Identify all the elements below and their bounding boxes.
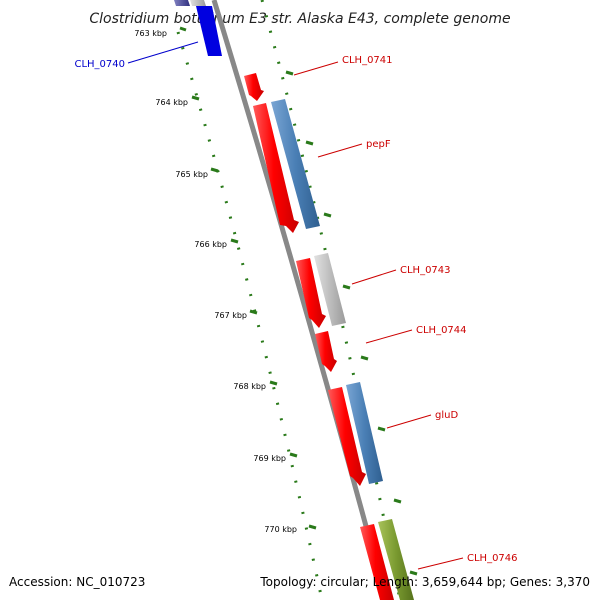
gene-label-clh0741[interactable]: CLH_0741 bbox=[342, 55, 393, 66]
tick-label-766: 766 kbp bbox=[194, 240, 227, 249]
leader-clh0741 bbox=[293, 61, 339, 76]
leader-clh0744 bbox=[365, 329, 413, 344]
map-title: Clostridium botulinum E3 str. Alaska E43… bbox=[89, 11, 510, 27]
gene-label-clh0746[interactable]: CLH_0746 bbox=[467, 553, 518, 564]
tick-label-764: 764 kbp bbox=[155, 98, 188, 107]
gene-clh0743-feature[interactable] bbox=[296, 258, 326, 328]
tick-label-765: 765 kbp bbox=[175, 170, 208, 179]
leader-pepf bbox=[317, 143, 363, 158]
leader-clh0743 bbox=[351, 269, 397, 285]
tick-label-770: 770 kbp bbox=[264, 525, 297, 534]
feature-top-gray[interactable] bbox=[190, 0, 206, 6]
leader-glud bbox=[386, 414, 432, 429]
gene-label-clh0740[interactable]: CLH_0740 bbox=[74, 59, 125, 70]
feature-pepf-blue[interactable] bbox=[271, 99, 320, 229]
feature-top-darkblue[interactable] bbox=[174, 0, 190, 6]
gene-label-clh0743[interactable]: CLH_0743 bbox=[400, 265, 451, 276]
tick-label-769: 769 kbp bbox=[253, 454, 286, 463]
gene-label-clh0744[interactable]: CLH_0744 bbox=[416, 325, 467, 336]
gene-clh0744-feature[interactable] bbox=[315, 331, 337, 372]
tick-label-767: 767 kbp bbox=[214, 311, 247, 320]
gene-label-pepf[interactable]: pepF bbox=[366, 139, 391, 150]
gene-clh0741-feature[interactable] bbox=[244, 73, 264, 101]
feature-glud-blue[interactable] bbox=[346, 382, 383, 484]
genome-backbone bbox=[211, 0, 389, 600]
gene-pepf-feature[interactable] bbox=[253, 103, 299, 233]
feature-clh0743-gray[interactable] bbox=[314, 253, 346, 326]
gene-label-glud[interactable]: gluD bbox=[435, 410, 458, 421]
gene-clh0746-feature[interactable] bbox=[360, 524, 394, 600]
feature-clh0746-green[interactable] bbox=[378, 519, 414, 600]
genome-summary-text: Topology: circular; Length: 3,659,644 bp… bbox=[259, 575, 590, 589]
major-ticks bbox=[179, 26, 418, 576]
leader-clh0740 bbox=[127, 41, 199, 64]
gene-clh0740-feature[interactable] bbox=[196, 6, 222, 56]
outer-tick-axis bbox=[260, 0, 402, 600]
tick-label-763: 763 kbp bbox=[134, 29, 167, 38]
leader-clh0746 bbox=[417, 557, 464, 570]
tick-label-768: 768 kbp bbox=[233, 382, 266, 391]
accession-text: Accession: NC_010723 bbox=[9, 575, 145, 589]
gene-glud-feature[interactable] bbox=[328, 387, 366, 486]
